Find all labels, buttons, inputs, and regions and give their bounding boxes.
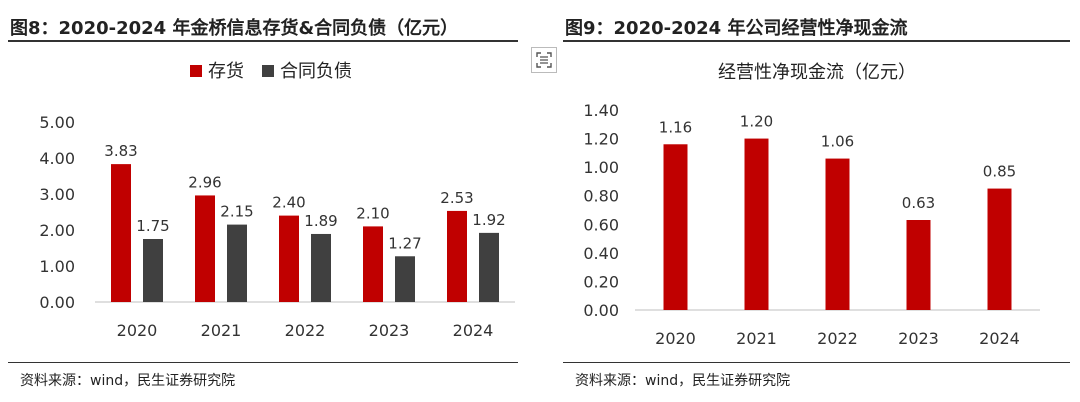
data-label: 0.63 [902,194,935,212]
y-tick-label: 0.40 [583,244,619,263]
x-tick-label: 2020 [117,321,158,340]
scan-icon-glyph [536,52,552,68]
bar [479,232,499,302]
bar [279,215,299,302]
left-title-rule [8,40,518,42]
data-label: 2.10 [356,204,389,222]
data-label: 1.27 [388,234,421,252]
y-tick-label: 0.80 [583,187,619,206]
y-tick-label: 0.20 [583,272,619,291]
data-label: 2.15 [220,203,253,221]
x-tick-label: 2024 [979,329,1020,348]
data-label: 2.96 [188,173,221,191]
right-figure-title: 图9：2020-2024 年公司经营性净现金流 [565,18,908,39]
right-title-rule [563,40,1070,42]
left-figure-panel: 图8：2020-2024 年金桥信息存货&合同负债（亿元） 存货 合同负债 0.00… [0,0,528,402]
right-source-rule [563,362,1070,363]
x-tick-label: 2021 [736,329,777,348]
bar [363,226,383,302]
y-tick-label: 2.00 [39,221,75,240]
data-label: 1.89 [304,212,337,230]
right-source-note: 资料来源：wind，民生证券研究院 [575,373,791,389]
y-tick-label: 0.60 [583,215,619,234]
y-tick-label: 5.00 [39,113,75,132]
legend-label: 存货 [208,61,244,82]
data-label: 2.53 [440,189,473,207]
y-tick-label: 1.00 [583,158,619,177]
bar [311,233,331,302]
data-label: 1.16 [659,118,692,136]
data-label: 1.20 [740,113,773,131]
bar [663,144,688,310]
data-label: 1.75 [136,217,169,235]
bar [395,256,415,302]
data-label: 3.83 [104,142,137,160]
y-tick-label: 1.20 [583,130,619,149]
bar [744,138,769,310]
y-tick-label: 1.00 [39,257,75,276]
x-tick-label: 2020 [655,329,696,348]
x-tick-label: 2022 [285,321,326,340]
x-tick-label: 2021 [201,321,242,340]
bar [825,158,850,310]
data-label: 1.06 [821,133,854,151]
x-tick-label: 2023 [369,321,410,340]
inventory-contract-liabilities-chart: 存货 合同负债 0.00 1.00 2.00 3.00 4.00 5.00 2020 2021 20… [39,61,515,340]
bar [195,195,215,302]
scan-icon[interactable] [531,47,557,73]
bar [227,224,247,302]
y-tick-label: 3.00 [39,185,75,204]
data-label: 2.40 [272,194,305,212]
chart-title: 经营性净现金流（亿元） [718,62,916,83]
x-tick-label: 2023 [898,329,939,348]
legend-swatch [190,65,202,77]
bar [143,239,163,302]
left-figure-title: 图8：2020-2024 年金桥信息存货&合同负债（亿元） [10,18,459,39]
y-tick-label: 0.00 [39,293,75,312]
left-source-rule [8,362,518,363]
bar [447,210,467,302]
y-tick-label: 1.40 [583,101,619,120]
data-label: 1.92 [472,211,505,229]
y-tick-label: 4.00 [39,149,75,168]
bar [987,188,1012,310]
legend-swatch [262,65,274,77]
data-label: 0.85 [983,163,1016,181]
bar [111,164,131,302]
y-tick-label: 0.00 [583,301,619,320]
x-tick-label: 2024 [453,321,494,340]
left-source-note: 资料来源：wind，民生证券研究院 [20,373,236,389]
x-tick-label: 2022 [817,329,858,348]
right-figure-panel: 图9：2020-2024 年公司经营性净现金流 经营性净现金流（亿元） 0.00 0… [555,0,1080,402]
bar [906,220,931,310]
legend-label: 合同负债 [280,61,352,82]
operating-cash-flow-chart: 经营性净现金流（亿元） 0.00 0.20 0.40 0.60 0.80 1.00 1.20 1… [583,62,1040,348]
